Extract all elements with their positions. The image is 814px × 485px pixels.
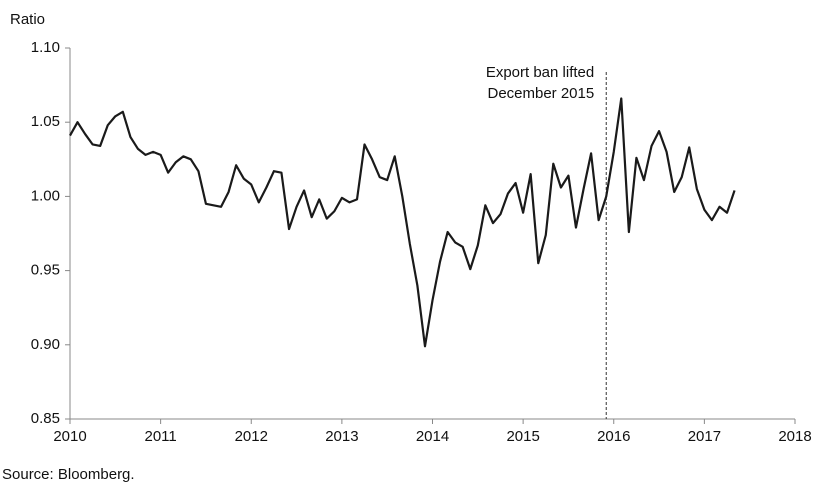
x-tick-label: 2011 [144, 428, 176, 445]
y-tick-label: 0.85 [31, 410, 60, 427]
annotation-text: Export ban lifted [486, 64, 594, 81]
x-tick-label: 2014 [416, 428, 449, 445]
annotation-text: December 2015 [487, 85, 594, 102]
source-note: Source: Bloomberg. [2, 466, 135, 483]
x-tick-label: 2018 [778, 428, 811, 445]
y-tick-label: 1.00 [31, 187, 60, 204]
x-tick-label: 2013 [325, 428, 358, 445]
y-tick-label: 1.10 [31, 39, 60, 56]
x-tick-label: 2012 [235, 428, 268, 445]
y-tick-label: 1.05 [31, 113, 60, 130]
y-axis-label: Ratio [10, 11, 45, 28]
y-tick-label: 0.95 [31, 262, 60, 279]
x-tick-label: 2017 [688, 428, 721, 445]
x-tick-label: 2010 [53, 428, 86, 445]
x-tick-label: 2016 [597, 428, 630, 445]
y-tick-label: 0.90 [31, 336, 60, 353]
data-line [69, 97, 736, 348]
x-tick-label: 2015 [506, 428, 539, 445]
